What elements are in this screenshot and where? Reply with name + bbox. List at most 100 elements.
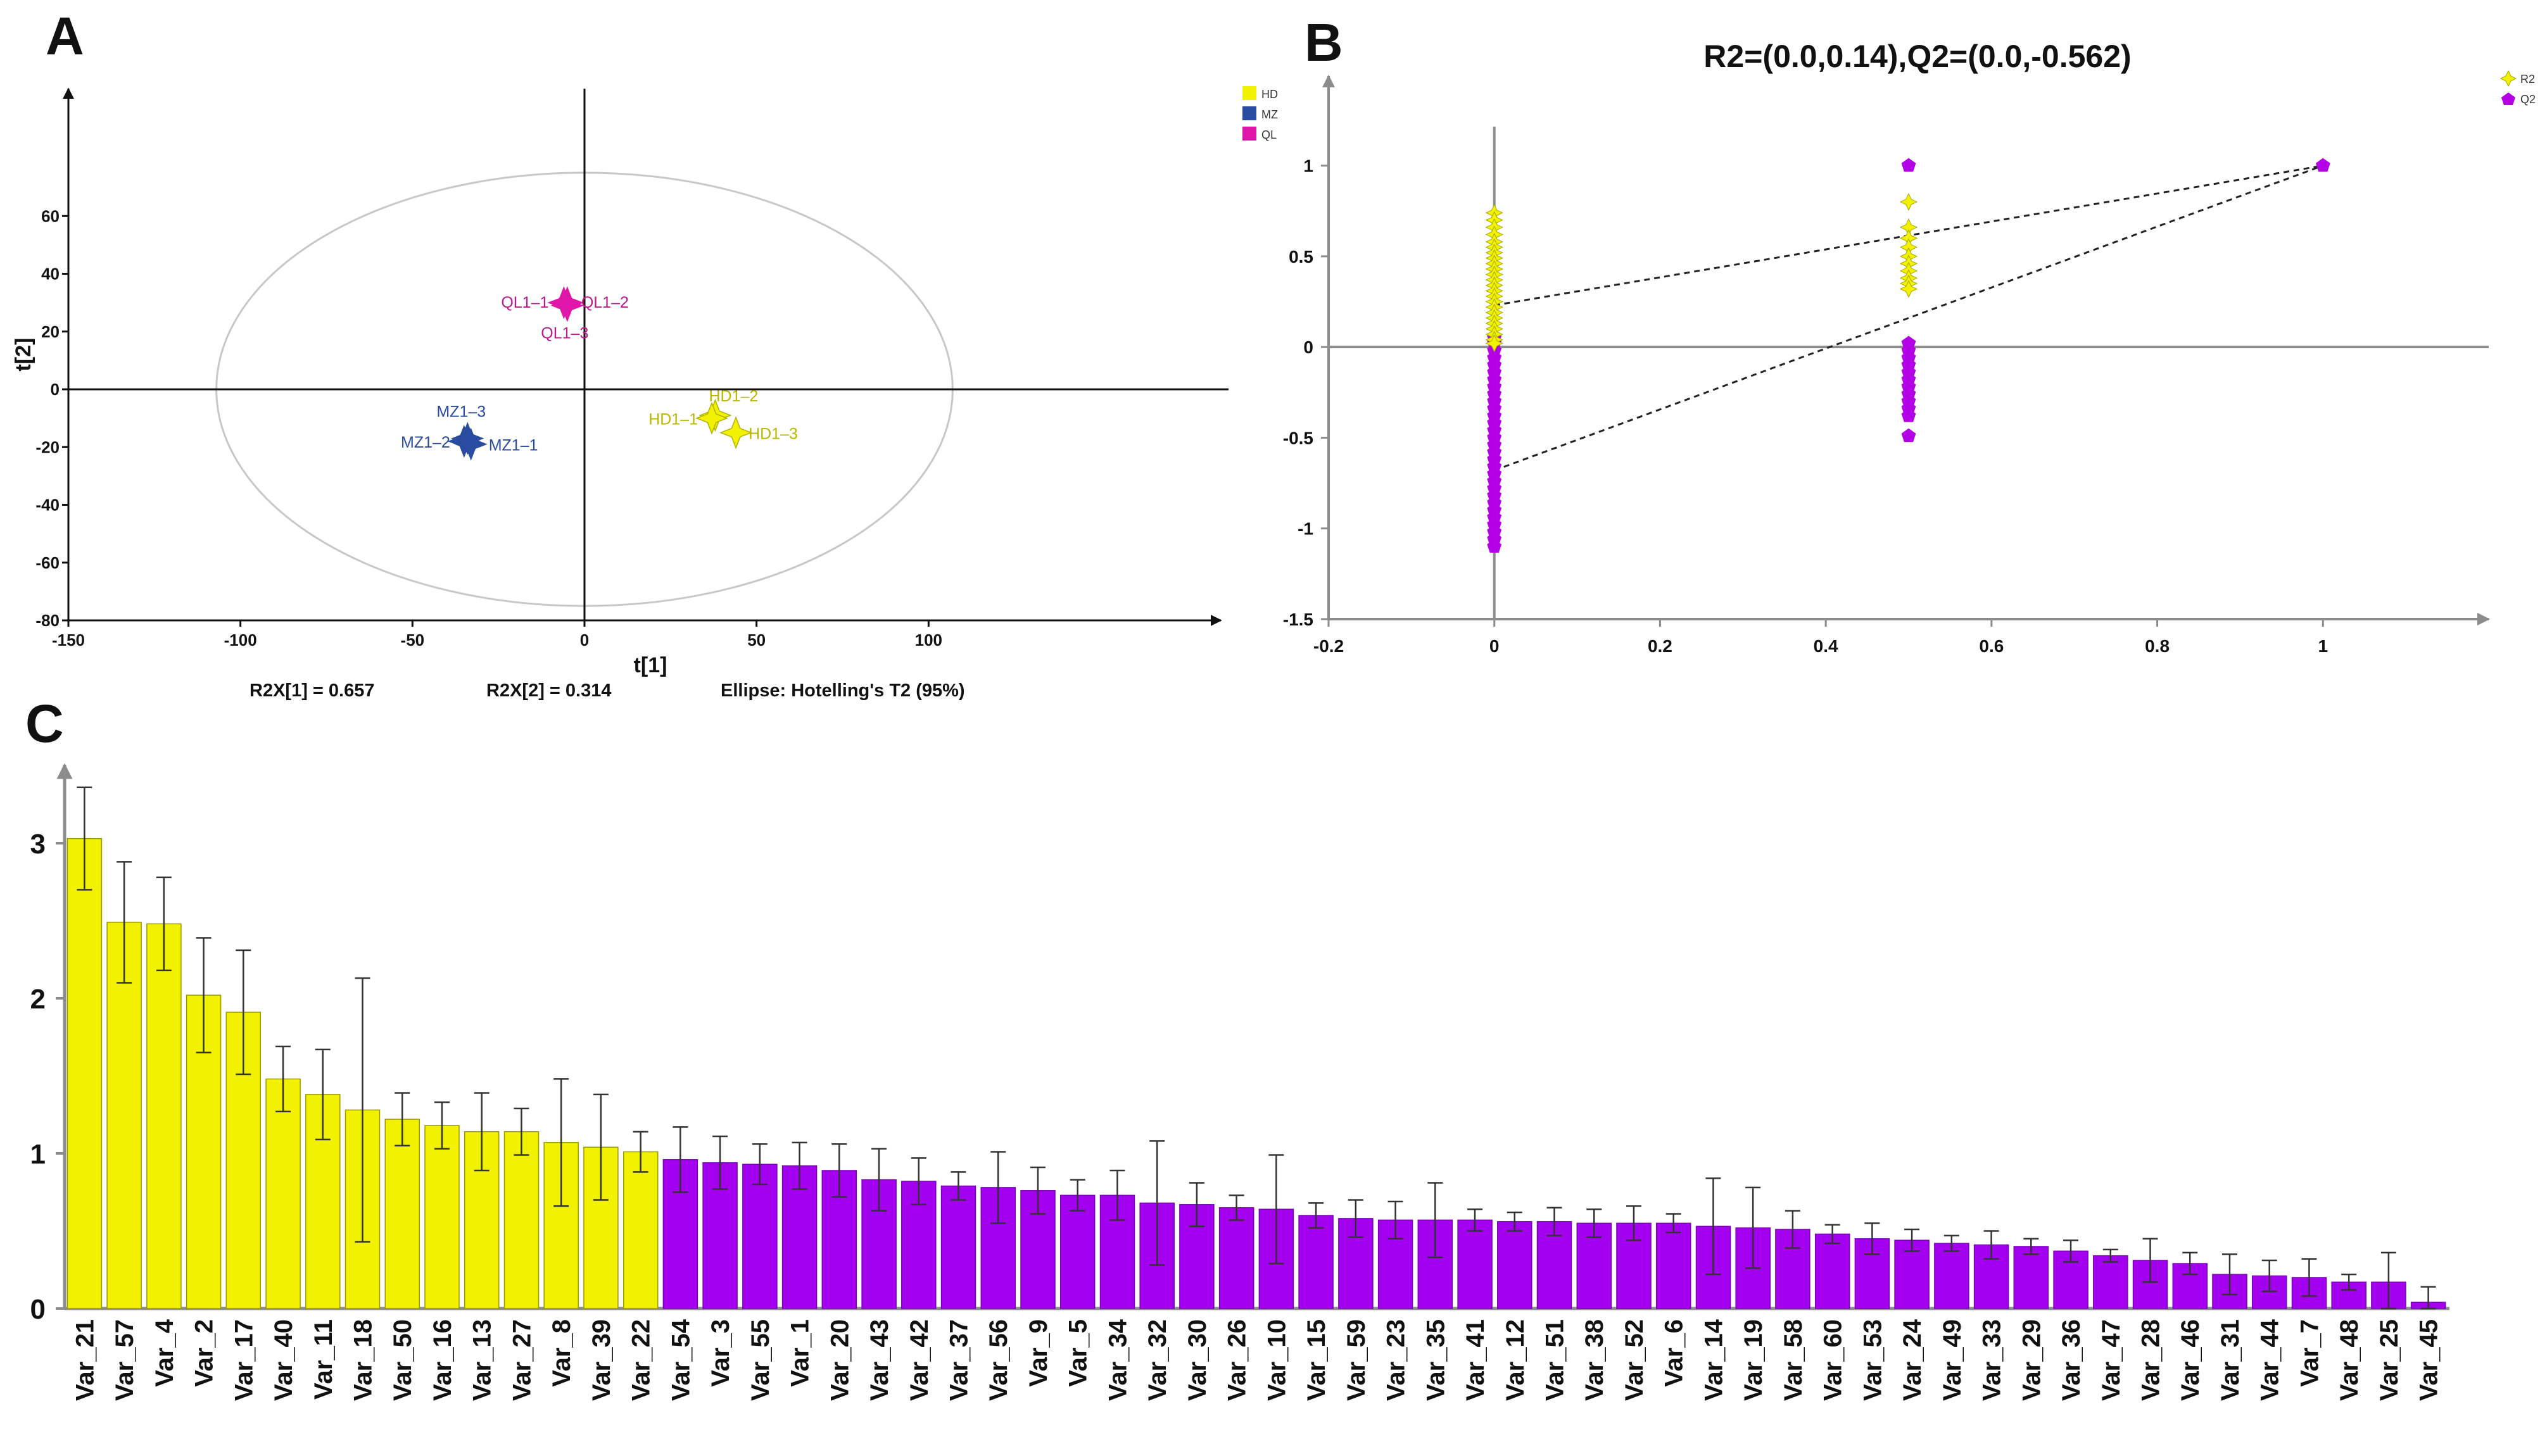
panel-label-a: A [46, 6, 84, 66]
c-category-label: Var_58 [1779, 1319, 1807, 1401]
b-x-tick-label: 0.8 [2145, 636, 2170, 656]
c-category-label: Var_3 [707, 1319, 735, 1387]
c-y-tick-label: 0 [30, 1294, 46, 1325]
panel-a-score-plot: -150 -100 -50 0 50 100 -80 -60 -40 -20 0 20 40 60 HD… [11, 87, 1229, 701]
a-point-hd [719, 416, 753, 449]
a-footer-ellipse: Ellipse: Hotelling's T2 (95%) [721, 681, 965, 701]
legend-swatch-hd [1242, 86, 1256, 100]
a-x-tick-label: -50 [401, 631, 425, 650]
a-footer-r2x2: R2X[2] = 0.314 [486, 681, 611, 701]
panel-label-b: B [1305, 13, 1343, 72]
c-category-label: Var_41 [1462, 1319, 1489, 1401]
b-y-ticks: -1.5 -1 -0.5 0 0.5 1 [1283, 156, 1329, 629]
a-y-tick-label: 40 [41, 265, 60, 284]
c-category-label: Var_56 [985, 1319, 1013, 1401]
c-category-label: Var_39 [588, 1319, 616, 1401]
c-bar [1497, 1221, 1532, 1309]
c-y-tick-label: 3 [30, 829, 46, 860]
c-category-label: Var_9 [1025, 1319, 1052, 1387]
c-category-label: Var_51 [1541, 1319, 1569, 1401]
c-category-label: Var_12 [1501, 1319, 1529, 1401]
a-y-ticks: -80 -60 -40 -20 0 20 40 60 [35, 206, 68, 630]
b-x-tick-label: -0.2 [1313, 636, 1344, 656]
b-q2-points [1487, 158, 2330, 553]
a-x-tick-label: -150 [52, 631, 85, 650]
a-y-tick-label: -20 [35, 437, 60, 456]
c-bar [1814, 1233, 1850, 1309]
c-category-label: Var_38 [1581, 1319, 1608, 1401]
c-bar [265, 1078, 301, 1309]
b-x-ticks: -0.2 0 0.2 0.4 0.6 0.8 1 [1313, 619, 2328, 656]
c-bar [106, 922, 142, 1309]
b-y-tick-label: 0.5 [1289, 247, 1313, 267]
c-category-label: Var_14 [1700, 1319, 1728, 1401]
b-x-tick-label: 0.6 [1979, 636, 2004, 656]
c-category-label: Var_18 [350, 1319, 377, 1401]
a-x-tick-label: -100 [224, 631, 257, 650]
c-category-label: Var_42 [906, 1319, 933, 1401]
c-category-label: Var_60 [1819, 1319, 1847, 1401]
a-point-label: HD1–2 [709, 387, 758, 405]
legend-marker-r2 [2499, 70, 2517, 87]
a-y-label: t[2] [11, 338, 35, 372]
c-category-label: Var_7 [2296, 1319, 2323, 1387]
c-category-label: Var_26 [1223, 1319, 1251, 1401]
b-q2-point [1901, 158, 1916, 172]
b-x-tick-label: 1 [2318, 636, 2328, 656]
c-category-label: Var_31 [2216, 1319, 2244, 1401]
c-bar [146, 923, 182, 1309]
c-category-label: Var_55 [747, 1319, 774, 1401]
legend-marker-q2 [2501, 92, 2515, 105]
c-category-label: Var_20 [826, 1319, 854, 1401]
c-error-bars [77, 786, 2436, 1310]
c-category-label: Var_8 [548, 1319, 576, 1387]
c-category-label: Var_50 [389, 1319, 417, 1401]
c-category-label: Var_25 [2375, 1319, 2403, 1401]
c-bar [622, 1151, 659, 1309]
c-bar [503, 1131, 540, 1309]
panel-label-c: C [25, 694, 64, 753]
c-category-label: Var_36 [2057, 1319, 2085, 1401]
c-bar [1298, 1215, 1334, 1309]
a-points: HD1–2 HD1–1 HD1–3 MZ1–3 MZ1–2 MZ1–1 QL1–1 QL1–2… [401, 286, 798, 461]
c-category-label: Var_5 [1065, 1319, 1092, 1387]
c-category-label: Var_10 [1263, 1319, 1291, 1401]
c-bar [2093, 1255, 2128, 1309]
legend-label-q2: Q2 [2520, 93, 2536, 106]
c-category-label: Var_2 [191, 1319, 218, 1387]
b-y-tick-label: 1 [1303, 156, 1313, 176]
c-category-label: Var_32 [1144, 1319, 1172, 1401]
c-category-label: Var_22 [628, 1319, 655, 1401]
b-q2-point [1901, 408, 1916, 422]
c-category-label: Var_29 [2018, 1319, 2045, 1401]
c-bar [1218, 1207, 1254, 1309]
a-point-hd [695, 401, 729, 435]
c-category-label: Var_57 [111, 1319, 139, 1401]
a-point-label: HD1–3 [749, 425, 798, 442]
a-y-tick-label: -80 [35, 611, 60, 630]
b-x-tick-label: 0 [1489, 636, 1500, 656]
c-category-label: Var_45 [2415, 1319, 2443, 1401]
legend-label-ql: QL [1261, 129, 1277, 141]
a-footer-r2x1: R2X[1] = 0.657 [250, 681, 374, 701]
a-x-ticks: -150 -100 -50 0 50 100 [52, 620, 942, 650]
b-r2-point [1485, 334, 1503, 353]
legend-label-r2: R2 [2520, 73, 2535, 85]
c-bar [1934, 1243, 1969, 1309]
c-bar [1655, 1222, 1691, 1309]
c-y-ticks: 0 1 2 3 [30, 829, 65, 1325]
c-bar [1616, 1222, 1652, 1309]
c-y-tick-label: 2 [30, 984, 46, 1015]
c-category-label: Var_35 [1422, 1319, 1450, 1401]
b-x-tick-label: 0.2 [1648, 636, 1672, 656]
a-x-tick-label: 0 [580, 631, 589, 650]
a-y-tick-label: 60 [41, 206, 60, 225]
c-category-label: Var_59 [1343, 1319, 1370, 1401]
c-category-label: Var_33 [1978, 1319, 2006, 1401]
c-category-label: Var_40 [270, 1319, 298, 1401]
c-category-label: Var_34 [1104, 1319, 1132, 1401]
c-category-label: Var_49 [1938, 1319, 1966, 1401]
b-title: R2=(0.0,0.14),Q2=(0.0,-0.562) [1703, 39, 2131, 74]
legend-swatch-mz [1242, 106, 1256, 120]
